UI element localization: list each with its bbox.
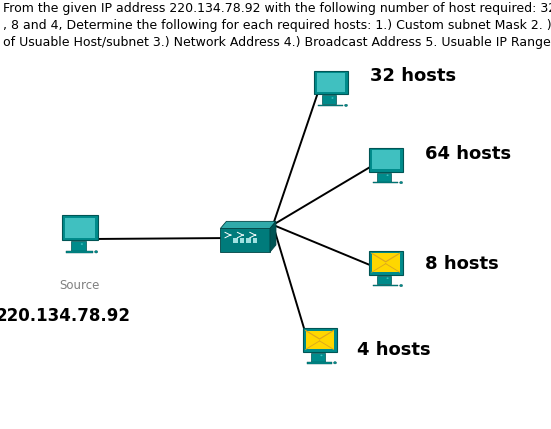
FancyBboxPatch shape	[322, 95, 336, 104]
Text: 8 hosts: 8 hosts	[425, 255, 499, 273]
Text: From the given IP address 220.134.78.92 with the following number of host requir: From the given IP address 220.134.78.92 …	[3, 2, 551, 49]
Circle shape	[321, 355, 322, 356]
Circle shape	[344, 104, 348, 106]
FancyBboxPatch shape	[318, 105, 343, 106]
Text: 4 hosts: 4 hosts	[357, 341, 431, 359]
FancyBboxPatch shape	[372, 253, 399, 272]
FancyBboxPatch shape	[62, 215, 98, 240]
Circle shape	[399, 284, 403, 287]
FancyBboxPatch shape	[373, 182, 398, 184]
Circle shape	[81, 243, 83, 245]
FancyBboxPatch shape	[233, 238, 237, 243]
Circle shape	[95, 251, 98, 253]
FancyBboxPatch shape	[65, 218, 95, 238]
FancyBboxPatch shape	[252, 238, 257, 243]
FancyBboxPatch shape	[307, 362, 332, 364]
FancyBboxPatch shape	[372, 150, 399, 169]
FancyBboxPatch shape	[373, 285, 398, 287]
FancyBboxPatch shape	[240, 238, 244, 243]
FancyBboxPatch shape	[317, 73, 344, 92]
FancyBboxPatch shape	[369, 251, 403, 275]
Circle shape	[387, 278, 388, 279]
Circle shape	[387, 175, 388, 176]
Polygon shape	[220, 228, 270, 252]
Circle shape	[332, 97, 333, 99]
FancyBboxPatch shape	[369, 148, 403, 172]
Polygon shape	[270, 221, 276, 252]
Text: 32 hosts: 32 hosts	[370, 67, 456, 85]
FancyBboxPatch shape	[306, 330, 333, 349]
FancyBboxPatch shape	[302, 328, 337, 352]
FancyBboxPatch shape	[67, 251, 93, 253]
Circle shape	[399, 181, 403, 184]
FancyBboxPatch shape	[246, 238, 251, 243]
Text: Source: Source	[60, 279, 100, 292]
FancyBboxPatch shape	[377, 275, 391, 284]
Circle shape	[333, 362, 337, 364]
FancyBboxPatch shape	[311, 353, 325, 362]
Polygon shape	[220, 221, 276, 228]
Text: 64 hosts: 64 hosts	[425, 145, 511, 163]
Text: 220.134.78.92: 220.134.78.92	[0, 307, 131, 325]
FancyBboxPatch shape	[71, 241, 85, 251]
FancyBboxPatch shape	[314, 71, 348, 94]
FancyBboxPatch shape	[377, 172, 391, 181]
